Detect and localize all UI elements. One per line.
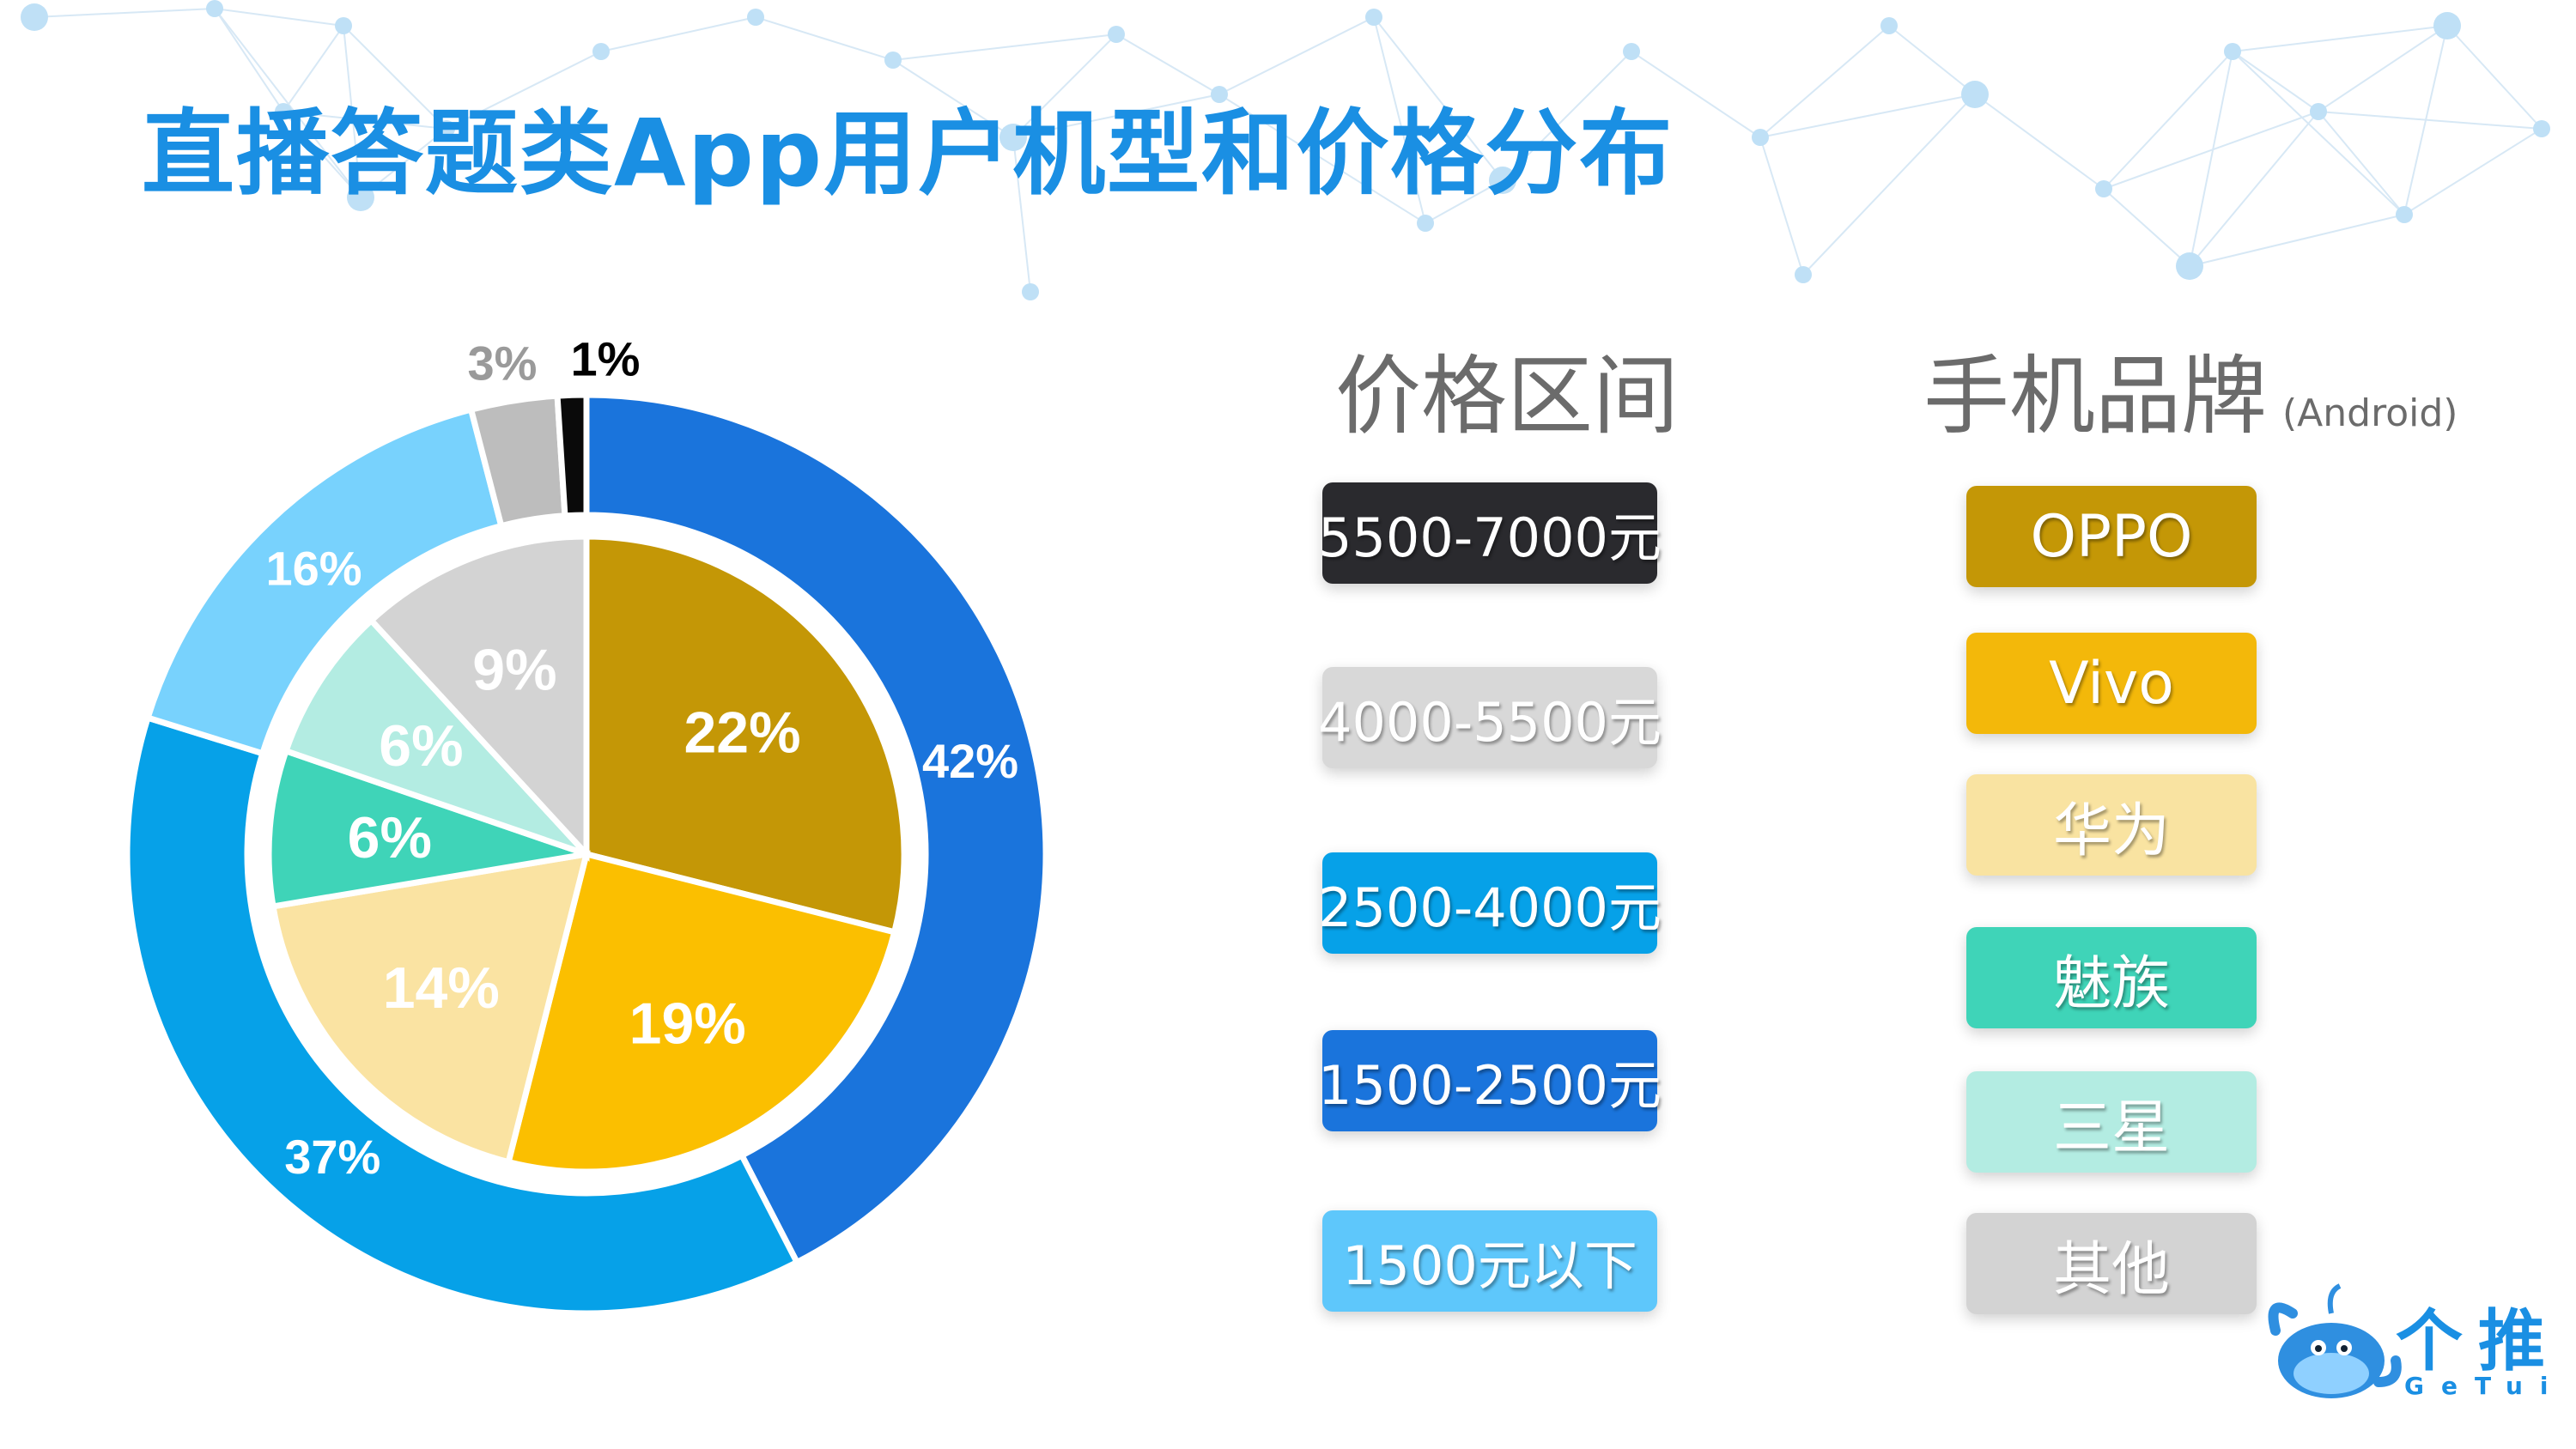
network-node (2095, 180, 2112, 197)
inner-slice-5 (367, 533, 590, 862)
price-legend-item-3: 1500-2500元 (1318, 1030, 1662, 1131)
brand-legend-item-1: Vivo (1966, 633, 2257, 734)
brand-legend-item-0: OPPO (1966, 486, 2257, 587)
brand-legend-subheading: (Android) (2282, 391, 2458, 435)
outer-value-label-3: 3% (468, 336, 538, 391)
network-node (1795, 266, 1812, 283)
outer-value-label-4: 1% (571, 332, 641, 386)
page-title: 直播答题类App用户机型和价格分布 (142, 100, 1674, 208)
logo-name-cn: 个推 (2396, 1303, 2561, 1380)
background-network-pattern (21, 0, 2550, 300)
network-node (592, 43, 610, 60)
brand-legend-heading-text: 手机品牌 (1923, 346, 2267, 446)
network-node (438, 120, 455, 137)
network-node (1022, 283, 1039, 300)
price-legend-item-1: 4000-5500元 (1318, 667, 1662, 768)
inner-value-label-0: 22% (683, 700, 800, 766)
network-node (2396, 206, 2413, 223)
network-node (1623, 43, 1640, 60)
network-node (1108, 26, 1125, 43)
network-node (1417, 215, 1434, 232)
inner-value-label-5: 9% (472, 638, 556, 703)
network-node (1489, 167, 1516, 194)
outer-ring-price-range (124, 391, 1049, 1317)
price-legend-item-0: 5500-7000元 (1318, 482, 1662, 584)
whale-mascot-icon (2268, 1283, 2402, 1398)
network-node (1961, 81, 1989, 108)
brand-legend-item-3: 魅族 (1966, 927, 2257, 1028)
inner-slice-4 (282, 615, 589, 858)
price-legend-item-2: 2500-4000元 (1318, 852, 1662, 954)
network-node (747, 9, 764, 26)
outer-slice-0 (583, 391, 1049, 1267)
inner-ring-phone-brand (265, 533, 908, 1175)
brand-legend-item-2: 华为 (1966, 774, 2257, 876)
network-node (999, 124, 1027, 151)
network-node (2533, 120, 2550, 137)
logo-name-en: GeTui (2404, 1372, 2566, 1400)
price-legend-heading-text: 价格区间 (1335, 346, 1679, 446)
network-lines (21, 0, 2550, 300)
inner-slice-1 (504, 850, 898, 1175)
brand-legend-item-4: 三星 (1966, 1071, 2257, 1173)
inner-value-label-4: 6% (379, 713, 463, 779)
network-node (21, 3, 48, 31)
inner-value-label-3: 6% (348, 805, 432, 870)
network-node (1365, 9, 1382, 26)
network-node (2310, 103, 2327, 120)
outer-slice-1 (124, 713, 801, 1317)
network-node (347, 184, 374, 211)
inner-value-label-1: 19% (629, 991, 746, 1057)
network-node (335, 17, 352, 34)
network-node (1752, 129, 1769, 146)
outer-slice-4 (554, 391, 590, 519)
price-legend-heading: 价格区间 (1335, 326, 1679, 451)
outer-value-label-1: 37% (284, 1130, 380, 1184)
price-legend-item-4: 1500元以下 (1322, 1210, 1657, 1312)
network-node (206, 0, 223, 17)
slice-value-labels: 42%37%16%3% 1%22%19%14%6%6%9% (266, 332, 1019, 1184)
network-node (2176, 252, 2203, 280)
network-node (275, 103, 292, 120)
brand-legend-heading: 手机品牌 (Android) (1923, 326, 2458, 451)
outer-value-label-2: 16% (266, 542, 362, 596)
outer-value-label-0: 42% (922, 734, 1018, 788)
inner-slice-3 (265, 747, 588, 910)
network-node (1880, 17, 1898, 34)
inner-slice-0 (583, 533, 908, 937)
network-node (884, 52, 902, 69)
network-node (2224, 43, 2241, 60)
inner-slice-2 (270, 850, 591, 1166)
network-node (2433, 12, 2461, 39)
network-node (1211, 86, 1228, 103)
inner-value-label-2: 14% (383, 955, 500, 1021)
brand-legend-item-5: 其他 (1966, 1213, 2257, 1314)
